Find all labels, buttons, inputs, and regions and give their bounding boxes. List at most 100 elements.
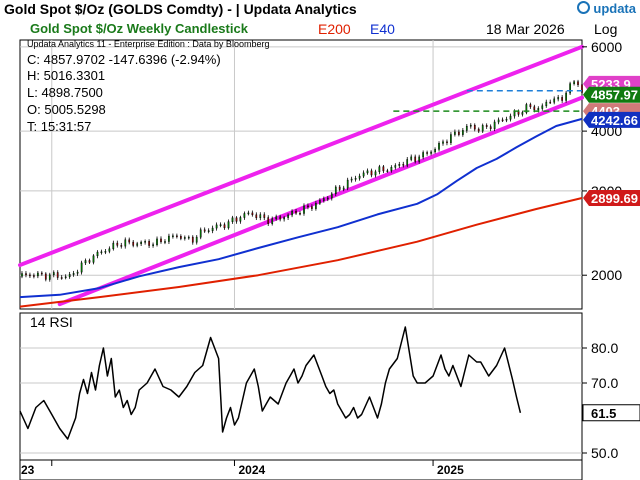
candle-body (553, 98, 556, 103)
candle-body (136, 243, 139, 246)
candle-body (160, 238, 162, 243)
candle-body (338, 186, 341, 190)
candle-body (60, 277, 63, 279)
candle-body (259, 214, 262, 218)
ema40-legend: E40 (370, 21, 395, 37)
candle-body (227, 221, 230, 229)
candle-body (96, 251, 99, 257)
candle-body (485, 125, 488, 127)
time-axis[interactable] (19, 459, 583, 480)
candle-body (501, 119, 504, 122)
candle-body (287, 214, 289, 218)
channel-upper-line (18, 44, 584, 268)
trend-channel[interactable] (18, 44, 584, 307)
ema40-path (19, 117, 583, 299)
candle-body (346, 179, 349, 189)
candle-body (140, 241, 142, 244)
rsi-panel[interactable] (19, 312, 583, 461)
candle-body (180, 236, 182, 239)
candle-body (84, 260, 87, 264)
candle-body (275, 216, 278, 220)
candle-body (418, 156, 421, 162)
candle-body (465, 125, 468, 131)
candle-body (450, 134, 452, 143)
candle-body (271, 218, 274, 224)
candle-body (442, 141, 444, 144)
window-title: Gold Spot $/Oz (GOLDS Comdty) - | Updata… (4, 1, 357, 17)
candle-body (541, 105, 544, 109)
candle-body (72, 273, 75, 275)
candle-body (370, 170, 373, 176)
candle-body (295, 210, 297, 214)
candle-body (406, 159, 409, 166)
candle-body (195, 236, 198, 243)
level-lines[interactable] (393, 89, 582, 112)
candle-body (569, 83, 571, 94)
candle-body (521, 112, 524, 115)
candle-body (525, 104, 528, 113)
updata-logo[interactable]: updata (577, 1, 636, 16)
candle-body (390, 167, 393, 171)
ohlc-time: T: 15:31:57 (27, 119, 92, 134)
candle-body (497, 119, 500, 123)
candle-body (44, 273, 47, 280)
e40-badge: 4242.66 (591, 113, 638, 128)
rsi-axis-label: 80.0 (591, 340, 618, 356)
rsi-label: 14 RSI (30, 314, 73, 330)
candle-body (489, 126, 492, 129)
candle-body (315, 203, 317, 209)
candle-body (342, 187, 345, 190)
chart-name: Gold Spot $/Oz Weekly Candlestick (30, 21, 248, 36)
candle-body (263, 214, 266, 218)
candle-body (21, 273, 23, 277)
ohlc-close: C: 4857.9702 -147.6396 (-2.94%) (27, 52, 221, 67)
candle-body (207, 230, 210, 232)
ema40-line (19, 117, 583, 299)
candle-body (426, 152, 428, 154)
e40-badge-bg (583, 111, 640, 128)
candle-body (378, 166, 381, 173)
candle-body (29, 274, 31, 277)
candle-body (509, 115, 512, 120)
candle-body (215, 224, 218, 229)
candle-body (481, 125, 484, 132)
time-axis-label: 2025 (437, 463, 464, 477)
candle-body (299, 212, 301, 215)
candle-body (56, 272, 59, 278)
candle-body (454, 131, 456, 135)
rsi-badge-bg (582, 404, 640, 422)
candle-body (398, 164, 401, 166)
updata-logo-icon (577, 1, 591, 14)
candle-body (64, 276, 67, 279)
candle-body (505, 118, 508, 121)
candle-body (334, 186, 337, 195)
ema200-line (19, 197, 583, 308)
candle-body (176, 235, 178, 238)
rsi-line (19, 326, 522, 440)
ohlc-open: O: 5005.5298 (27, 102, 106, 117)
candle-body (88, 260, 91, 263)
candle-body (374, 171, 377, 176)
candle-body (120, 245, 123, 247)
candle-body (279, 216, 282, 220)
candle-body (243, 213, 246, 218)
candle-body (124, 239, 127, 247)
candle-body (394, 165, 397, 168)
candle-body (164, 241, 166, 243)
candle-body (112, 242, 115, 250)
candle-body (68, 274, 71, 278)
candle-body (462, 130, 464, 135)
price-axis-label: 2000 (591, 267, 622, 283)
rsi-axis-label: 50.0 (591, 445, 618, 461)
candle-body (168, 235, 170, 242)
rsi-axis[interactable]: 80.0 70.0 50.0 (582, 340, 618, 461)
candle-body (414, 156, 417, 162)
rsi-axis-label: 70.0 (591, 375, 618, 391)
candle-body (422, 152, 424, 158)
e200-badge: 2899.69 (591, 191, 638, 206)
candle-body (183, 237, 186, 239)
candle-body (37, 272, 39, 277)
candle-body (80, 262, 83, 273)
candle-body (358, 175, 361, 179)
